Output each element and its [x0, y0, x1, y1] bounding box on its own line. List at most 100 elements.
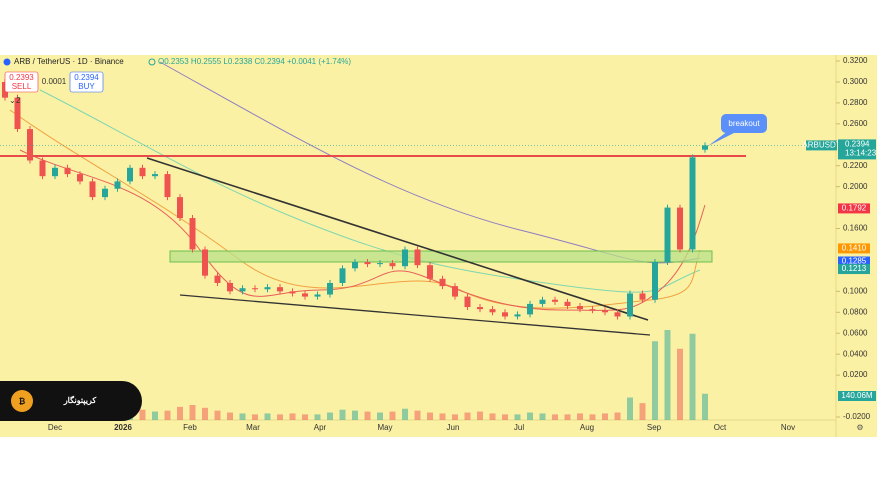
candle-body: [477, 307, 483, 310]
logo-pill: [0, 381, 142, 421]
candle-body: [614, 312, 621, 317]
volume-bar: [177, 406, 183, 420]
volume-bar: [377, 412, 383, 420]
candle-body: [114, 181, 121, 189]
x-tick-label: Dec: [48, 423, 62, 432]
price-tag: [838, 256, 870, 267]
status-dot: [148, 58, 156, 66]
volume-bar: [227, 412, 233, 420]
candle-body: [202, 249, 208, 276]
price-tag-label: 0.1410: [842, 244, 867, 253]
buy-label: BUY: [78, 82, 95, 91]
candle-body: [214, 275, 221, 283]
annotation-box: [721, 114, 767, 133]
candle-body: [14, 97, 21, 130]
y-tick-label: 0.0600: [843, 328, 868, 337]
candle-body: [327, 282, 333, 295]
sell-price: 0.2393: [9, 73, 34, 82]
price-tag: [838, 203, 870, 214]
candle-body: [352, 262, 358, 269]
sell-label: SELL: [12, 82, 32, 91]
volume-bar: [252, 414, 258, 420]
last-symbol-tag: [806, 140, 837, 151]
collapse-arrow[interactable]: ⌄: [9, 96, 16, 105]
x-tick-label: Oct: [714, 423, 727, 432]
volume-bar: [277, 414, 283, 420]
last-price: 0.2394: [845, 140, 870, 149]
settings-icon[interactable]: ⚙: [856, 423, 863, 432]
y-tick-label: 0.2000: [843, 182, 868, 191]
volume-bar: [402, 408, 408, 420]
candle-body: [302, 293, 308, 297]
support-zone: [169, 250, 713, 263]
volume-bar: [564, 414, 571, 420]
volume-bar: [614, 412, 621, 420]
candle-body: [377, 263, 383, 265]
buy-price: 0.2394: [74, 73, 99, 82]
price-tag: [838, 243, 870, 254]
volume-bar: [627, 397, 633, 420]
volume-bar: [414, 410, 421, 420]
volume-bar: [152, 411, 158, 420]
candle-body: [664, 207, 671, 263]
candle-body: [427, 265, 433, 279]
candle-body: [339, 268, 346, 283]
x-tick-label: Jun: [447, 423, 460, 432]
candle-body: [102, 188, 108, 198]
candle-body: [89, 181, 96, 198]
volume-bar: [652, 341, 658, 420]
price-tag-label: 0.1285: [842, 257, 867, 266]
volume-bar: [527, 412, 533, 420]
y-tick-label: 0.1600: [843, 224, 868, 233]
volume-bar: [389, 411, 396, 420]
candle-body: [527, 303, 533, 315]
logo-glyph: ₿: [19, 397, 26, 406]
volume-bar: [577, 413, 583, 420]
volume-bar: [539, 413, 546, 420]
price-tag-label: 0.1213: [842, 264, 867, 273]
x-tick-label: Mar: [246, 423, 260, 432]
candle-body: [589, 309, 596, 311]
annotation-text: breakout: [728, 119, 760, 128]
candle-body: [52, 167, 58, 177]
y-tick-label: 0.2200: [843, 161, 868, 170]
candle-body: [177, 197, 183, 219]
x-tick-label: Nov: [781, 423, 795, 432]
candle-body: [502, 312, 508, 317]
price-tag-label: 0.1792: [842, 204, 867, 213]
candle-body: [602, 310, 608, 313]
annotation-tail: [708, 131, 738, 146]
candle-body: [464, 296, 471, 308]
volume-bar: [289, 413, 296, 420]
volume-bar: [189, 405, 196, 420]
countdown: 13:14:23: [845, 149, 877, 158]
volume-bar: [677, 348, 683, 420]
y-tick-label: 0.1000: [843, 286, 868, 295]
candle-body: [27, 129, 33, 161]
x-tick-label: May: [377, 423, 392, 432]
volume-bar: [339, 409, 346, 420]
x-tick-label: Aug: [580, 423, 594, 432]
sell-button[interactable]: [4, 71, 39, 93]
candle-body: [364, 262, 371, 265]
candle-body: [139, 167, 146, 177]
last-symbol: ARBUSDT: [802, 141, 840, 150]
volume-bar: [664, 330, 671, 420]
candle-body: [164, 174, 171, 198]
candle-body: [277, 287, 283, 292]
y-tick-label: 0.3200: [843, 56, 868, 65]
candle-body: [552, 299, 558, 302]
buy-button[interactable]: [69, 71, 104, 93]
y-tick-label: 0.2600: [843, 119, 868, 128]
x-tick-label: Jul: [514, 423, 524, 432]
candle-body: [127, 167, 133, 182]
volume-bar: [602, 413, 608, 420]
volume-bar: [239, 413, 246, 420]
ohlc: O0.2353 H0.2555 L0.2338 C0.2394 +0.0041 …: [158, 57, 351, 66]
indicator-count: 2: [16, 96, 21, 105]
y-tick-label: 0.0800: [843, 307, 868, 316]
volume-bar: [639, 403, 646, 420]
volume-bar: [464, 412, 471, 420]
volume-bar: [489, 413, 496, 420]
candle-body: [689, 157, 696, 250]
